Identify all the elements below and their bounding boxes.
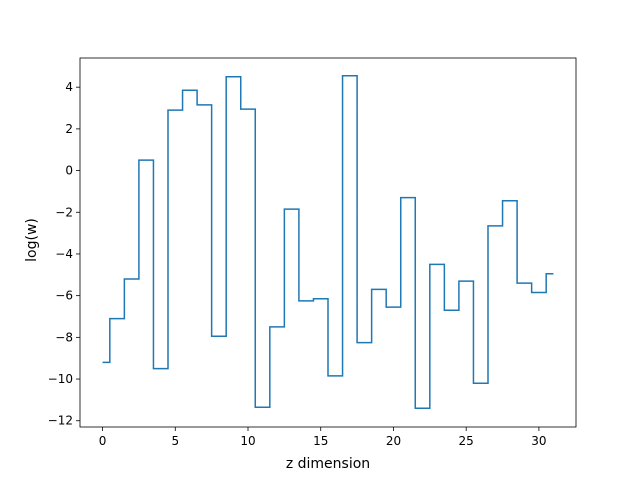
axes-frame [79, 57, 577, 428]
x-tick-label: 5 [171, 434, 179, 448]
x-tick-label: 25 [459, 434, 474, 448]
x-axis-label: z dimension [286, 456, 370, 472]
plot-area: 0 5 10 15 20 25 30 −12 −10 −8 −6 −4 −2 0 2 4 [48, 57, 577, 448]
x-tick-label: 10 [240, 434, 255, 448]
y-tick-label: −12 [48, 414, 73, 428]
y-tick-label: 2 [65, 122, 73, 136]
x-tick-label: 20 [386, 434, 401, 448]
x-tick-label: 30 [531, 434, 546, 448]
y-tick-label: −2 [55, 205, 73, 219]
x-tick-label: 0 [99, 434, 107, 448]
y-tick-label: 4 [65, 80, 73, 94]
y-axis-label: log(w) [24, 218, 40, 262]
x-tick-label: 15 [313, 434, 328, 448]
series-line-0 [102, 74, 554, 409]
y-tick-label: 0 [65, 164, 73, 178]
y-tick-label: −8 [55, 330, 73, 344]
y-tick-label: −4 [55, 247, 73, 261]
y-tick-label: −10 [48, 372, 73, 386]
y-tick-label: −6 [55, 289, 73, 303]
